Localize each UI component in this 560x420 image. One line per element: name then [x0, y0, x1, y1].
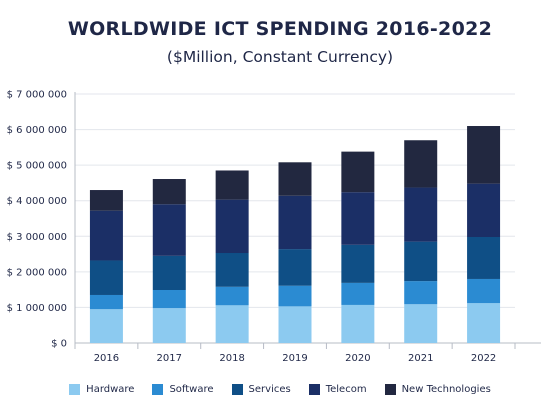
- bar-segment-telecom: [89, 210, 123, 261]
- legend-item: New Technologies: [384, 384, 491, 395]
- legend-label: Services: [248, 384, 291, 395]
- bar-segment-services: [215, 253, 249, 287]
- y-tick-label: $ 0: [51, 339, 67, 350]
- bar-segment-hardware: [278, 306, 312, 343]
- x-tick-label: 2017: [157, 353, 182, 364]
- legend-item: Hardware: [69, 384, 134, 395]
- bar-segment-new-technologies: [404, 140, 438, 188]
- legend-swatch: [152, 384, 164, 395]
- bars-layer: [89, 126, 501, 343]
- legend-swatch: [308, 384, 320, 395]
- y-tick-label: $ 3 000 000: [7, 232, 67, 243]
- bar-segment-software: [89, 294, 123, 310]
- bar-segment-services: [341, 244, 375, 283]
- bar-segment-software: [215, 286, 249, 306]
- y-tick-label: $ 1 000 000: [7, 303, 67, 314]
- x-tick-label: 2016: [94, 353, 119, 364]
- legend-label: Software: [169, 384, 214, 395]
- bar-segment-services: [152, 255, 186, 290]
- bar-segment-telecom: [467, 183, 501, 237]
- bar-segment-new-technologies: [341, 151, 375, 193]
- bar-segment-software: [404, 281, 438, 305]
- legend-swatch: [69, 384, 81, 395]
- bar-segment-telecom: [278, 195, 312, 250]
- bar-segment-new-technologies: [215, 170, 249, 200]
- labels-layer: $ 0 $ 1 000 000 $ 2 000 000 $ 3 000 000 $ 4 …: [7, 90, 497, 365]
- x-tick-label: 2019: [282, 353, 307, 364]
- y-tick-label: $ 7 000 000: [7, 90, 67, 101]
- legend-swatch: [384, 384, 396, 395]
- legend-label: Telecom: [325, 384, 367, 395]
- bar-segment-telecom: [341, 192, 375, 245]
- bar-segment-services: [404, 241, 438, 282]
- legend-item: Software: [152, 384, 214, 395]
- bar-segment-telecom: [404, 187, 438, 242]
- bar-segment-services: [278, 249, 312, 286]
- bar-segment-hardware: [467, 303, 501, 343]
- x-tick-label: 2020: [345, 353, 370, 364]
- bar-segment-new-technologies: [278, 162, 312, 196]
- bar-segment-hardware: [404, 304, 438, 343]
- bar-segment-software: [152, 289, 186, 309]
- y-tick-label: $ 5 000 000: [7, 161, 67, 172]
- legend-swatch: [231, 384, 243, 395]
- bar-segment-software: [467, 278, 501, 304]
- bar-segment-hardware: [341, 304, 375, 343]
- bar-segment-software: [341, 282, 375, 305]
- legend-label: Hardware: [86, 384, 135, 395]
- bar-segment-telecom: [152, 204, 186, 256]
- legend-label: New Technologies: [401, 384, 491, 395]
- chart-title: WORLDWIDE ICT SPENDING 2016-2022: [67, 18, 493, 40]
- x-tick-label: 2021: [408, 353, 433, 364]
- chart-subtitle: ($Million, Constant Currency): [166, 48, 394, 66]
- bar-segment-services: [89, 260, 123, 295]
- grid-layer: [75, 93, 515, 308]
- bar-segment-telecom: [215, 199, 249, 254]
- bar-segment-software: [278, 285, 312, 307]
- legend-item: Telecom: [308, 384, 367, 395]
- x-tick-label: 2022: [471, 353, 496, 364]
- bar-segment-new-technologies: [467, 126, 501, 184]
- bar-segment-hardware: [152, 308, 186, 343]
- bar-segment-services: [467, 236, 501, 279]
- y-tick-label: $ 6 000 000: [7, 125, 67, 136]
- legend-item: Services: [231, 384, 291, 395]
- x-tick-label: 2018: [219, 353, 244, 364]
- bar-segment-hardware: [89, 309, 123, 343]
- bar-segment-new-technologies: [152, 179, 186, 205]
- legend: Hardware Software Services Telecom New Techn…: [0, 384, 560, 395]
- y-tick-label: $ 2 000 000: [7, 267, 67, 278]
- bar-segment-new-technologies: [89, 190, 123, 211]
- bar-segment-hardware: [215, 305, 249, 343]
- y-tick-label: $ 4 000 000: [7, 196, 67, 207]
